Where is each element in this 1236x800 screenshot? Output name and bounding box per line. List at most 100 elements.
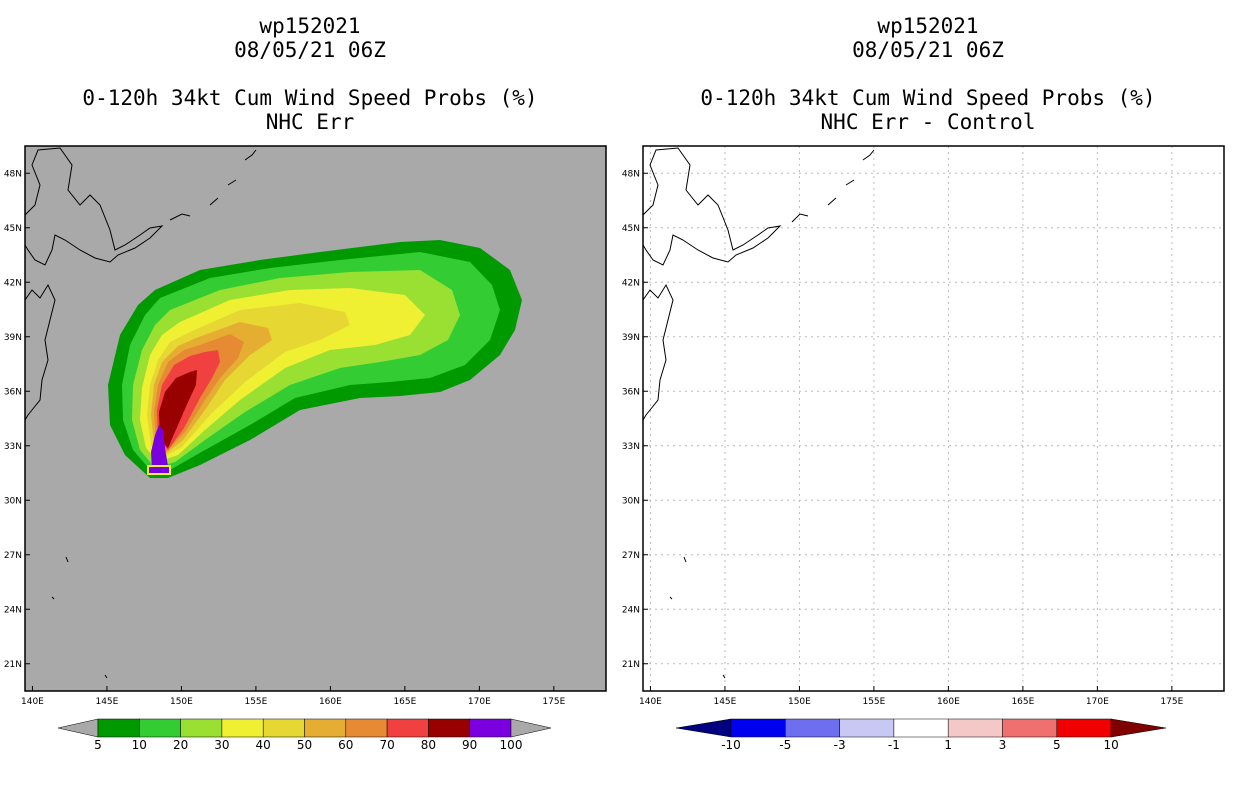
x-tick-label: 160E [319, 697, 342, 707]
colorbar-label: 80 [421, 738, 436, 752]
y-tick-label: 27N [622, 551, 640, 561]
x-tick-label: 155E [862, 697, 885, 707]
left-storm-id: wp152021 [259, 14, 361, 38]
colorbar-label: 40 [256, 738, 271, 752]
right-gridlines [643, 146, 1224, 691]
colorbar-swatch [893, 718, 949, 738]
y-tick-label: 33N [4, 442, 22, 452]
right-subtitle: NHC Err - Control [820, 110, 1036, 134]
x-tick-label: 145E [95, 697, 118, 707]
right-product-title: 0-120h 34kt Cum Wind Speed Probs (%) [700, 86, 1156, 110]
x-tick-label: 150E [170, 697, 193, 707]
colorbar-swatch [180, 718, 223, 738]
x-tick-label: 155E [244, 697, 267, 707]
colorbar-under-arrow [675, 718, 732, 738]
colorbar-swatch [730, 718, 786, 738]
colorbar-label: 3 [999, 738, 1007, 752]
y-tick-label: 42N [622, 278, 640, 288]
y-tick-label: 24N [4, 605, 22, 615]
colorbar-swatch [97, 718, 140, 738]
x-tick-label: 165E [393, 697, 416, 707]
colorbar-label: -3 [834, 738, 846, 752]
right-map-background [643, 146, 1224, 691]
y-tick-label: 45N [4, 224, 22, 234]
x-tick-label: 145E [713, 697, 736, 707]
y-tick-label: 45N [622, 224, 640, 234]
y-tick-label: 24N [622, 605, 640, 615]
y-tick-label: 33N [622, 442, 640, 452]
x-tick-label: 165E [1011, 697, 1034, 707]
colorbar-swatch [428, 718, 470, 738]
right-panel-title: wp152021 08/05/21 06Z 0-120h 34kt Cum Wi… [648, 14, 1208, 134]
colorbar-swatch [386, 718, 429, 738]
left-subtitle: NHC Err [265, 110, 355, 134]
left-datetime: 08/05/21 06Z [234, 38, 386, 62]
colorbar-swatch [785, 718, 840, 738]
colorbar-over-arrow [510, 718, 552, 738]
colorbar-label: 10 [132, 738, 147, 752]
colorbar-label: 30 [214, 738, 229, 752]
y-tick-label: 39N [4, 333, 22, 343]
colorbar-label: 5 [1053, 738, 1061, 752]
colorbar-label: 1 [944, 738, 952, 752]
left-probability-contours [108, 240, 522, 478]
x-tick-label: 175E [542, 697, 565, 707]
right-map-frame [642, 145, 1225, 692]
colorbar-swatch [139, 718, 181, 738]
left-panel-title: wp152021 08/05/21 06Z 0-120h 34kt Cum Wi… [30, 14, 590, 134]
right-coastlines [643, 147, 875, 679]
colorbar-swatch [1002, 718, 1058, 738]
x-tick-label: 170E [468, 697, 491, 707]
colorbar-label: 20 [173, 738, 188, 752]
right-map-panel: 140E 145E 150E 155E 160E 165E 170E 175E 21N24N2… [622, 145, 1225, 707]
right-y-axis-ticks: 21N 24N 27N 30N 33N 36N 39N 42N 45N 48N [622, 169, 648, 670]
colorbar-swatch [947, 718, 1003, 738]
colorbar-swatch [839, 718, 895, 738]
x-tick-label: 140E [639, 697, 662, 707]
y-tick-label: 30N [4, 496, 22, 506]
colorbar-label: 100 [500, 738, 523, 752]
x-tick-label: 175E [1160, 697, 1183, 707]
y-tick-label: 36N [622, 387, 640, 397]
colorbar-label: -10 [721, 738, 741, 752]
y-tick-label: 42N [4, 278, 22, 288]
left-colorbar: 5 10 20 30 40 50 60 70 80 90 100 [57, 718, 552, 752]
colorbar-swatch [1056, 718, 1112, 738]
colorbar-swatch [262, 718, 305, 738]
colorbar-swatch [345, 718, 388, 738]
prob-core-outline [147, 465, 171, 475]
right-x-axis-ticks: 140E 145E 150E 155E 160E 165E 170E 175E [639, 686, 1184, 707]
colorbar-swatch [304, 718, 347, 738]
y-tick-label: 30N [622, 496, 640, 506]
colorbar-swatch [469, 718, 512, 738]
x-tick-label: 150E [788, 697, 811, 707]
prob-contour-80 [159, 370, 197, 448]
y-tick-label: 27N [4, 551, 22, 561]
y-tick-label: 39N [622, 333, 640, 343]
y-tick-label: 21N [622, 660, 640, 670]
x-tick-label: 140E [21, 697, 44, 707]
colorbar-label: 90 [462, 738, 477, 752]
colorbar-label: 10 [1103, 738, 1118, 752]
right-storm-id: wp152021 [877, 14, 979, 38]
colorbar-label: 70 [379, 738, 394, 752]
y-tick-label: 36N [4, 387, 22, 397]
right-datetime: 08/05/21 06Z [852, 38, 1004, 62]
x-tick-label: 160E [937, 697, 960, 707]
colorbar-label: -1 [888, 738, 900, 752]
colorbar-label: -5 [779, 738, 791, 752]
colorbar-under-arrow [57, 718, 99, 738]
y-tick-label: 21N [4, 660, 22, 670]
colorbar-over-arrow [1110, 718, 1167, 738]
colorbar-label: 5 [94, 738, 102, 752]
left-map-panel: 140E 145E 150E 155E 160E 165E 170E 175E 21N24N2… [4, 145, 607, 707]
colorbar-label: 60 [338, 738, 353, 752]
y-tick-label: 48N [4, 169, 22, 179]
left-coastlines [25, 147, 257, 679]
left-y-axis-ticks: 21N 24N 27N 30N 33N 36N 39N 42N 45N 48N [4, 169, 30, 670]
colorbar-swatch [221, 718, 264, 738]
y-tick-label: 48N [622, 169, 640, 179]
left-product-title: 0-120h 34kt Cum Wind Speed Probs (%) [82, 86, 538, 110]
left-map-frame [24, 145, 607, 692]
